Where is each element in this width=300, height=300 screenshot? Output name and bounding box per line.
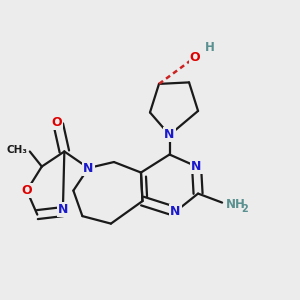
Text: O: O <box>190 51 200 64</box>
Text: N: N <box>191 160 202 173</box>
Text: N: N <box>83 161 94 175</box>
Text: O: O <box>52 116 62 130</box>
Text: 2: 2 <box>242 204 248 214</box>
Text: N: N <box>170 205 181 218</box>
Text: CH₃: CH₃ <box>6 145 27 155</box>
Text: N: N <box>58 203 68 216</box>
Text: O: O <box>22 184 32 197</box>
Text: H: H <box>205 41 215 54</box>
Text: NH: NH <box>226 198 246 211</box>
Text: N: N <box>164 128 175 142</box>
